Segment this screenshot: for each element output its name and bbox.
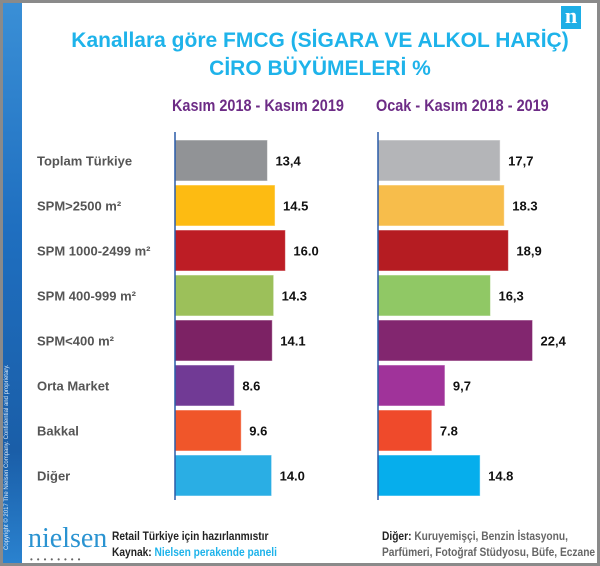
bar bbox=[377, 364, 446, 407]
source-line: Kaynak: Nielsen perakende paneli bbox=[112, 545, 277, 559]
data-label: 9.6 bbox=[249, 424, 267, 439]
bar bbox=[174, 319, 273, 362]
category-label: SPM 400-999 m² bbox=[37, 289, 137, 304]
data-label: 8.6 bbox=[242, 379, 260, 394]
bar bbox=[377, 274, 491, 317]
category-label: SPM>2500 m² bbox=[37, 199, 122, 214]
chart-title-line1: Kanallara göre FMCG (SİGARA VE ALKOL HAR… bbox=[71, 29, 569, 52]
bar bbox=[174, 454, 273, 497]
bar bbox=[377, 184, 505, 227]
source-label: Kaynak: bbox=[112, 545, 152, 559]
category-label: Toplam Türkiye bbox=[37, 154, 132, 169]
bar bbox=[174, 409, 242, 452]
bar bbox=[174, 229, 286, 272]
bar bbox=[377, 409, 433, 452]
data-label: 14.1 bbox=[280, 334, 305, 349]
bar bbox=[174, 184, 276, 227]
other-label: Diğer: bbox=[382, 529, 412, 543]
other-line1-text: Kuruyemişçi, Benzin İstasyonu, bbox=[414, 529, 568, 543]
bar bbox=[377, 319, 534, 362]
bar bbox=[174, 139, 268, 182]
category-label: Orta Market bbox=[37, 379, 110, 394]
category-label: SPM<400 m² bbox=[37, 334, 115, 349]
nielsen-logo: nielsen bbox=[28, 523, 108, 554]
nielsen-logo-dots: •••••••• bbox=[30, 555, 85, 564]
bar bbox=[377, 139, 501, 182]
data-label: 16,3 bbox=[498, 289, 523, 304]
data-label: 14.3 bbox=[282, 289, 307, 304]
data-label: 16.0 bbox=[293, 244, 318, 259]
data-label: 17,7 bbox=[508, 154, 533, 169]
data-label: 22,4 bbox=[541, 334, 567, 349]
data-label: 18.3 bbox=[512, 199, 537, 214]
source-value: Nielsen perakende paneli bbox=[154, 545, 277, 559]
category-label: Diğer bbox=[37, 469, 70, 484]
data-label: 14.0 bbox=[280, 469, 305, 484]
bar bbox=[377, 454, 481, 497]
other-line1: Diğer: Kuruyemişçi, Benzin İstasyonu, bbox=[382, 529, 568, 543]
category-label: Bakkal bbox=[37, 424, 79, 439]
data-label: 9,7 bbox=[453, 379, 471, 394]
bar bbox=[174, 274, 275, 317]
side-band bbox=[3, 3, 22, 563]
data-label: 18,9 bbox=[516, 244, 541, 259]
series-header-2: Ocak - Kasım 2018 - 2019 bbox=[376, 96, 549, 115]
category-label: SPM 1000-2499 m² bbox=[37, 244, 151, 259]
other-line2: Parfümeri, Fotoğraf Stüdyosu, Büfe, Ecza… bbox=[382, 545, 596, 559]
data-label: 7.8 bbox=[440, 424, 458, 439]
data-label: 14.8 bbox=[488, 469, 513, 484]
series-header-1: Kasım 2018 - Kasım 2019 bbox=[172, 96, 344, 115]
bar bbox=[377, 229, 509, 272]
bar bbox=[174, 364, 235, 407]
nielsen-n-logo: n bbox=[561, 5, 581, 29]
data-label: 13,4 bbox=[275, 154, 301, 169]
data-label: 14.5 bbox=[283, 199, 308, 214]
chart-title-line2: CİRO BÜYÜMELERİ % bbox=[209, 57, 431, 80]
prepared-text: Retail Türkiye için hazırlanmıstır bbox=[112, 529, 269, 543]
